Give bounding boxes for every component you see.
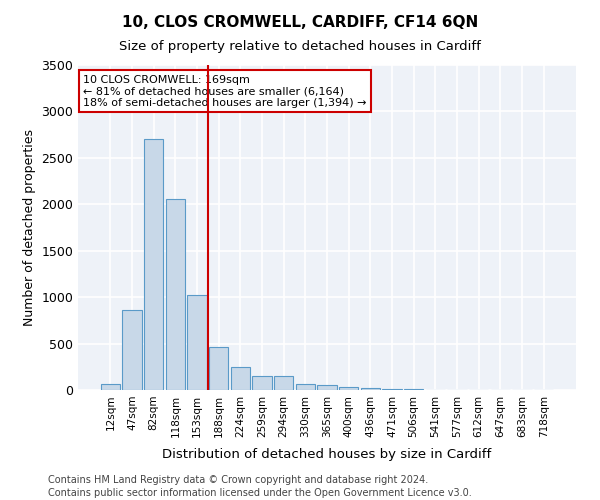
Text: 10, CLOS CROMWELL, CARDIFF, CF14 6QN: 10, CLOS CROMWELL, CARDIFF, CF14 6QN	[122, 15, 478, 30]
Bar	[122, 310, 142, 390]
Bar	[166, 198, 185, 390]
Bar	[404, 389, 424, 390]
Bar	[274, 376, 293, 390]
Text: 10 CLOS CROMWELL: 169sqm
← 81% of detached houses are smaller (6,164)
18% of sem: 10 CLOS CROMWELL: 169sqm ← 81% of detach…	[83, 74, 367, 108]
Bar	[296, 384, 315, 390]
Text: Contains public sector information licensed under the Open Government Licence v3: Contains public sector information licen…	[48, 488, 472, 498]
Bar	[187, 296, 207, 390]
Bar	[144, 140, 163, 390]
Bar	[382, 388, 402, 390]
Text: Size of property relative to detached houses in Cardiff: Size of property relative to detached ho…	[119, 40, 481, 53]
Bar	[101, 384, 120, 390]
Bar	[209, 348, 229, 390]
Bar	[361, 388, 380, 390]
Bar	[317, 386, 337, 390]
Y-axis label: Number of detached properties: Number of detached properties	[23, 129, 36, 326]
X-axis label: Distribution of detached houses by size in Cardiff: Distribution of detached houses by size …	[163, 448, 491, 461]
Text: Contains HM Land Registry data © Crown copyright and database right 2024.: Contains HM Land Registry data © Crown c…	[48, 475, 428, 485]
Bar	[252, 376, 272, 390]
Bar	[339, 387, 358, 390]
Bar	[230, 367, 250, 390]
